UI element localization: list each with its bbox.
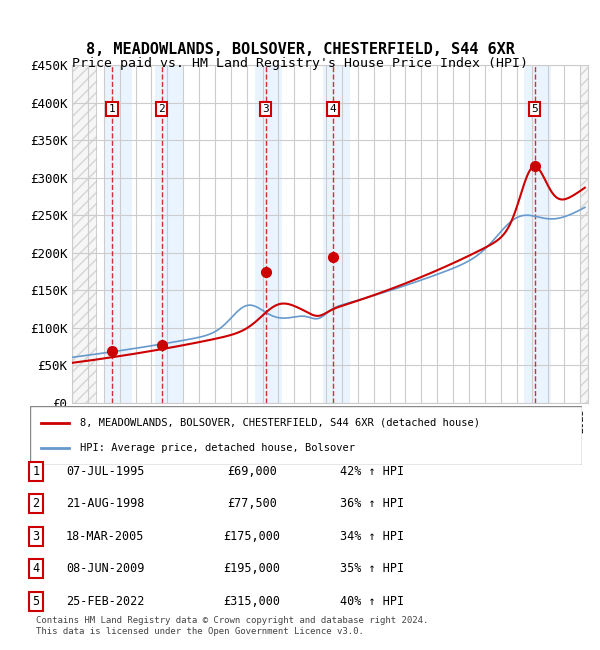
Bar: [580, 65, 588, 403]
Text: 25-FEB-2022: 25-FEB-2022: [66, 595, 144, 608]
Text: £69,000: £69,000: [227, 465, 277, 478]
Text: 1: 1: [32, 465, 40, 478]
Bar: [323, 65, 350, 403]
Text: £195,000: £195,000: [223, 562, 281, 575]
Text: 4: 4: [329, 104, 337, 114]
Text: 2: 2: [32, 497, 40, 510]
Text: 08-JUN-2009: 08-JUN-2009: [66, 562, 144, 575]
Text: 42% ↑ HPI: 42% ↑ HPI: [340, 465, 404, 478]
Text: £77,500: £77,500: [227, 497, 277, 510]
Text: Contains HM Land Registry data © Crown copyright and database right 2024.
This d: Contains HM Land Registry data © Crown c…: [36, 616, 428, 636]
Bar: [580, 65, 588, 403]
Text: 8, MEADOWLANDS, BOLSOVER, CHESTERFIELD, S44 6XR (detached house): 8, MEADOWLANDS, BOLSOVER, CHESTERFIELD, …: [80, 418, 479, 428]
Text: 34% ↑ HPI: 34% ↑ HPI: [340, 530, 404, 543]
Bar: [155, 65, 183, 403]
Text: 8, MEADOWLANDS, BOLSOVER, CHESTERFIELD, S44 6XR: 8, MEADOWLANDS, BOLSOVER, CHESTERFIELD, …: [86, 42, 514, 57]
Text: 21-AUG-1998: 21-AUG-1998: [66, 497, 144, 510]
Bar: [72, 65, 96, 403]
Text: HPI: Average price, detached house, Bolsover: HPI: Average price, detached house, Bols…: [80, 443, 355, 453]
Text: 3: 3: [32, 530, 40, 543]
Text: 36% ↑ HPI: 36% ↑ HPI: [340, 497, 404, 510]
Text: £175,000: £175,000: [223, 530, 281, 543]
Text: 5: 5: [32, 595, 40, 608]
Text: 5: 5: [532, 104, 538, 114]
Text: 35% ↑ HPI: 35% ↑ HPI: [340, 562, 404, 575]
Text: 1: 1: [109, 104, 115, 114]
Bar: [72, 65, 96, 403]
Bar: [104, 65, 133, 403]
Text: 18-MAR-2005: 18-MAR-2005: [66, 530, 144, 543]
FancyBboxPatch shape: [30, 406, 582, 465]
Bar: [524, 65, 551, 403]
Text: £315,000: £315,000: [223, 595, 281, 608]
Text: 07-JUL-1995: 07-JUL-1995: [66, 465, 144, 478]
Text: Price paid vs. HM Land Registry's House Price Index (HPI): Price paid vs. HM Land Registry's House …: [72, 57, 528, 70]
Text: 4: 4: [32, 562, 40, 575]
Text: 2: 2: [158, 104, 165, 114]
Bar: [254, 65, 281, 403]
Text: 40% ↑ HPI: 40% ↑ HPI: [340, 595, 404, 608]
Text: 3: 3: [262, 104, 269, 114]
